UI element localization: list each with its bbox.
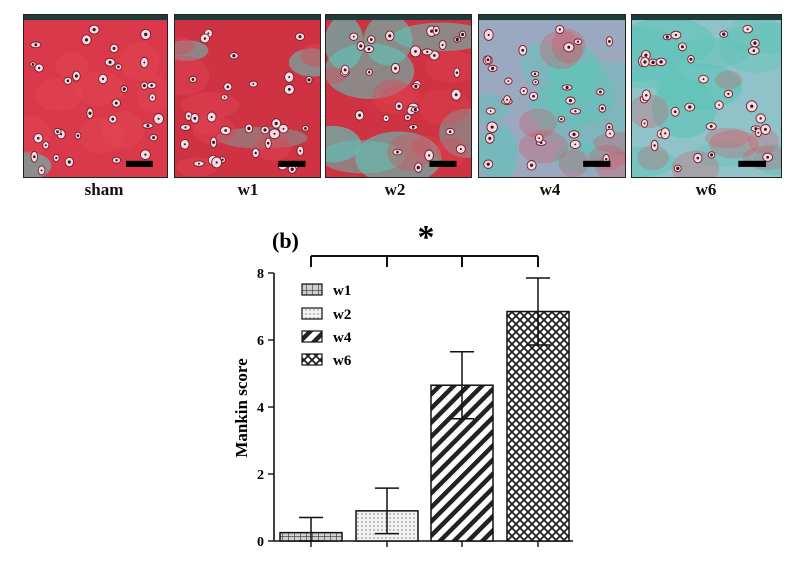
y-tick-label: 2 <box>257 468 264 483</box>
histology-image-w2 <box>325 14 472 178</box>
y-tick-label: 8 <box>257 267 264 282</box>
y-tick-label: 6 <box>257 334 264 349</box>
legend-swatch-w6 <box>301 353 323 366</box>
legend-label-w1: w1 <box>333 283 351 299</box>
histology-image-w4 <box>478 14 626 178</box>
image-label-w2: w2 <box>384 180 406 199</box>
histology-image-w6 <box>631 14 782 178</box>
image-label-sham: sham <box>84 180 124 199</box>
legend-label-w6: w6 <box>333 353 352 369</box>
bar-w6 <box>506 310 570 542</box>
image-label-w6: w6 <box>695 180 717 199</box>
panel-label: (b) <box>272 228 299 253</box>
y-tick-label: 0 <box>257 535 264 550</box>
legend: w1 w2 w4 w6 <box>301 283 352 369</box>
image-label-w1: w1 <box>237 180 259 199</box>
histology-image-w1 <box>174 14 321 178</box>
y-tick-label: 4 <box>257 401 264 416</box>
legend-label-w4: w4 <box>333 330 352 346</box>
histology-panel: sham w1 w2 w4 w6 <box>0 0 800 200</box>
significance-star: * <box>418 219 435 256</box>
bars <box>279 310 570 542</box>
y-axis-label: Mankin score <box>232 358 251 458</box>
legend-label-w2: w2 <box>333 307 351 323</box>
legend-swatch-w2 <box>301 307 323 320</box>
histology-image-sham <box>23 14 168 178</box>
legend-swatch-w4 <box>301 330 323 343</box>
legend-swatch-w1 <box>301 283 323 296</box>
image-label-w4: w4 <box>539 180 561 199</box>
significance-bracket <box>310 255 539 267</box>
mankin-score-chart: (b) * Mankin score 0 2 4 6 8 w1 w2 w4 w6 <box>232 219 573 550</box>
error-bars <box>299 277 550 542</box>
